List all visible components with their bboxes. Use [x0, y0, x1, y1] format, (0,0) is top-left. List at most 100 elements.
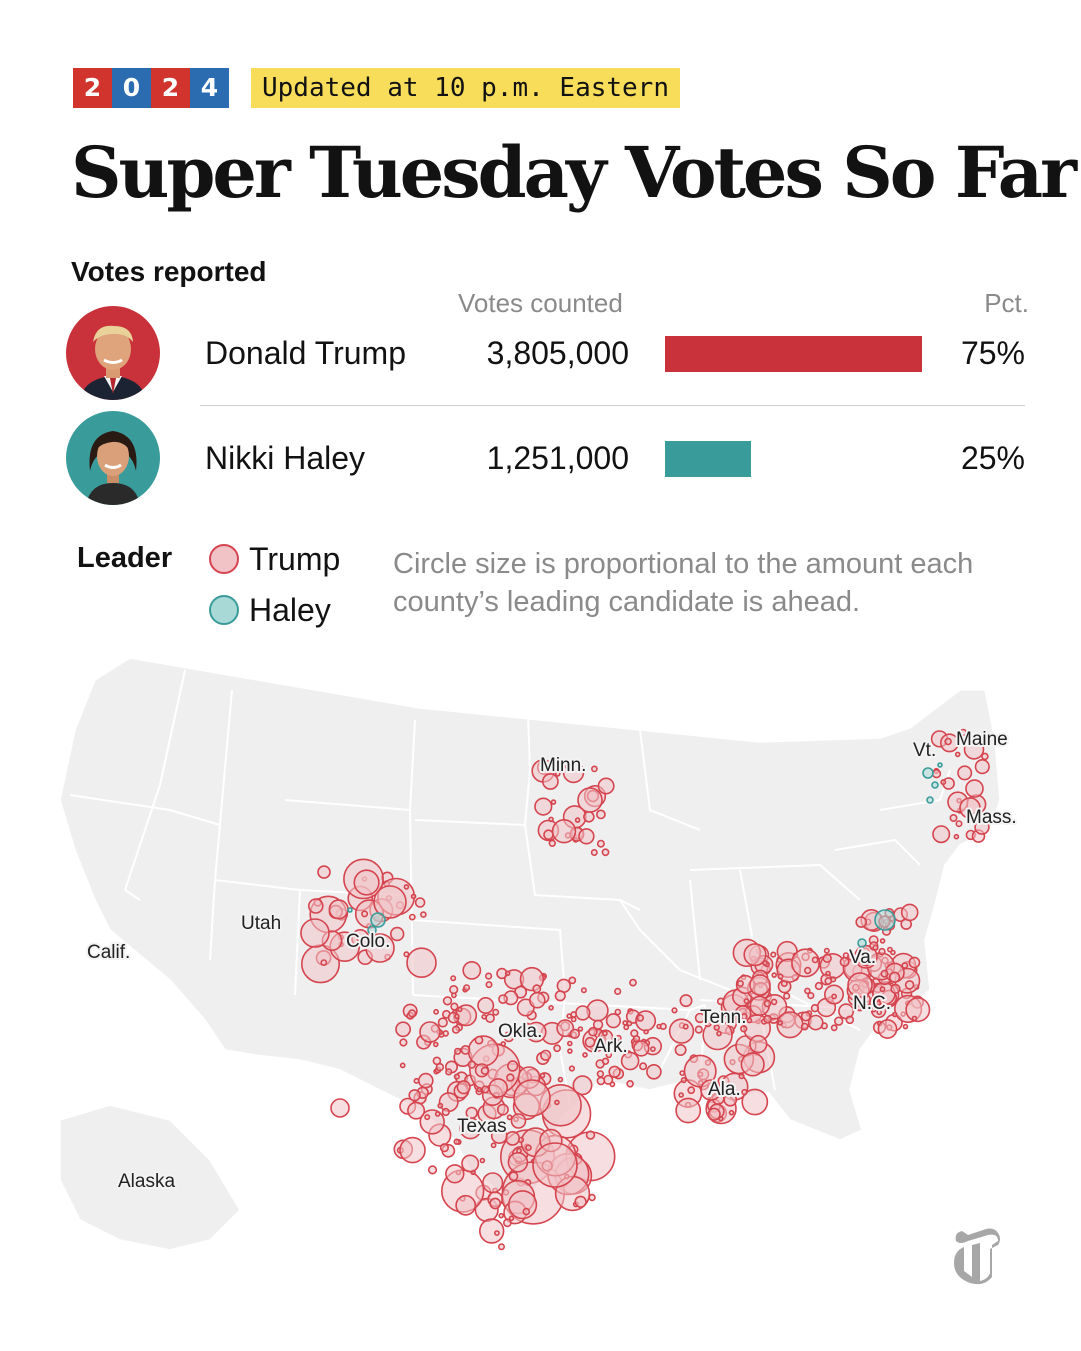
county-circle: [974, 758, 990, 775]
county-circle: [855, 916, 868, 928]
county-circle: [740, 1012, 748, 1020]
county-circle: [622, 1020, 628, 1026]
legend-dot: [209, 544, 239, 574]
county-circle: [365, 933, 395, 963]
county-circle: [963, 739, 985, 760]
county-circle: [694, 1012, 706, 1024]
county-circle: [822, 953, 832, 963]
county-circle: [583, 811, 595, 823]
county-circle: [453, 1138, 460, 1145]
year-badge: 2 0 2 4: [73, 68, 229, 108]
county-circle: [880, 969, 889, 978]
county-circle: [601, 1057, 610, 1065]
county-circle: [959, 728, 968, 737]
county-circle: [505, 1130, 520, 1146]
county-circle: [810, 1004, 820, 1013]
county-circle: [408, 1009, 417, 1018]
county-circle: [399, 1062, 406, 1069]
county-circle: [439, 1143, 450, 1153]
county-circle: [926, 796, 934, 804]
vote-share-fill: [665, 441, 751, 477]
county-circle: [633, 1040, 650, 1057]
county-circle: [931, 781, 939, 789]
county-circle: [807, 1014, 824, 1031]
county-circle: [507, 1151, 529, 1173]
county-circle: [749, 1034, 768, 1054]
county-circle: [435, 1062, 445, 1072]
nyt-logo: [954, 1228, 1000, 1285]
county-circle: [668, 1018, 695, 1044]
county-circle: [596, 839, 605, 848]
haley-county-circles: [347, 762, 943, 948]
county-circle: [620, 1051, 640, 1071]
county-circle: [550, 799, 557, 805]
county-circle: [585, 1130, 596, 1140]
county-circle: [424, 1114, 431, 1121]
county-circle: [636, 1014, 644, 1022]
county-circle: [694, 1025, 703, 1034]
state-label: N.C.: [853, 993, 891, 1014]
legend-item-trump: Trump: [209, 541, 340, 577]
county-circle: [503, 1031, 515, 1043]
county-circle: [590, 849, 598, 857]
county-circle: [804, 987, 811, 995]
county-circle: [445, 1068, 453, 1076]
county-circle: [453, 1073, 460, 1080]
county-circle: [399, 1136, 426, 1164]
county-circle: [872, 944, 879, 951]
county-circle: [605, 1013, 622, 1029]
county-circle: [493, 1230, 500, 1236]
legend-dot: [209, 595, 239, 625]
county-circle: [582, 1052, 588, 1058]
county-circle: [931, 768, 942, 779]
county-circle: [679, 1070, 686, 1076]
county-circle: [687, 1086, 696, 1095]
county-circle: [485, 1013, 495, 1024]
county-circle: [455, 1194, 477, 1216]
county-circle: [554, 990, 566, 1002]
county-circle: [586, 999, 609, 1022]
county-circle: [682, 1023, 689, 1030]
county-circle: [632, 1035, 641, 1043]
county-circle: [629, 978, 637, 987]
county-circle: [476, 1086, 483, 1093]
legend-note: Circle size is proportional to the amoun…: [393, 548, 974, 618]
county-circle: [615, 1034, 622, 1042]
county-circle: [461, 1154, 480, 1173]
county-circle: [878, 947, 886, 956]
county-circle: [740, 1052, 765, 1077]
county-circle: [567, 1048, 573, 1054]
county-circle: [482, 1172, 504, 1194]
county-circle: [659, 1022, 667, 1031]
county-circle: [905, 997, 931, 1023]
county-circle: [902, 1023, 909, 1030]
county-circle: [498, 994, 508, 1004]
county-circle: [577, 1026, 584, 1032]
county-circle: [449, 985, 459, 995]
update-tag: Updated at 10 p.m. Eastern: [251, 68, 680, 108]
county-circle: [477, 996, 495, 1014]
county-circle: [601, 848, 610, 857]
votes-counted-header: Votes counted: [458, 288, 623, 318]
county-circle: [800, 1011, 812, 1022]
county-circle: [450, 992, 457, 999]
county-circle: [554, 1099, 560, 1106]
county-circle: [454, 1047, 462, 1055]
county-circle: [674, 1043, 687, 1056]
county-circle: [551, 819, 577, 844]
county-circle: [683, 1054, 717, 1088]
county-circle: [497, 1243, 505, 1251]
county-circle: [516, 1147, 522, 1154]
county-circle: [532, 1142, 578, 1188]
county-circle: [955, 820, 963, 828]
county-circle: [513, 1079, 551, 1117]
county-circle: [569, 1028, 580, 1039]
county-circle: [888, 971, 901, 983]
county-circle: [445, 1164, 465, 1184]
county-circle: [704, 1019, 712, 1028]
trump-portrait: [66, 306, 160, 400]
county-circle: [803, 966, 812, 975]
county-circle: [771, 972, 778, 978]
candidate-votes: 1,251,000: [486, 440, 629, 476]
pct-header: Pct.: [984, 288, 1029, 318]
